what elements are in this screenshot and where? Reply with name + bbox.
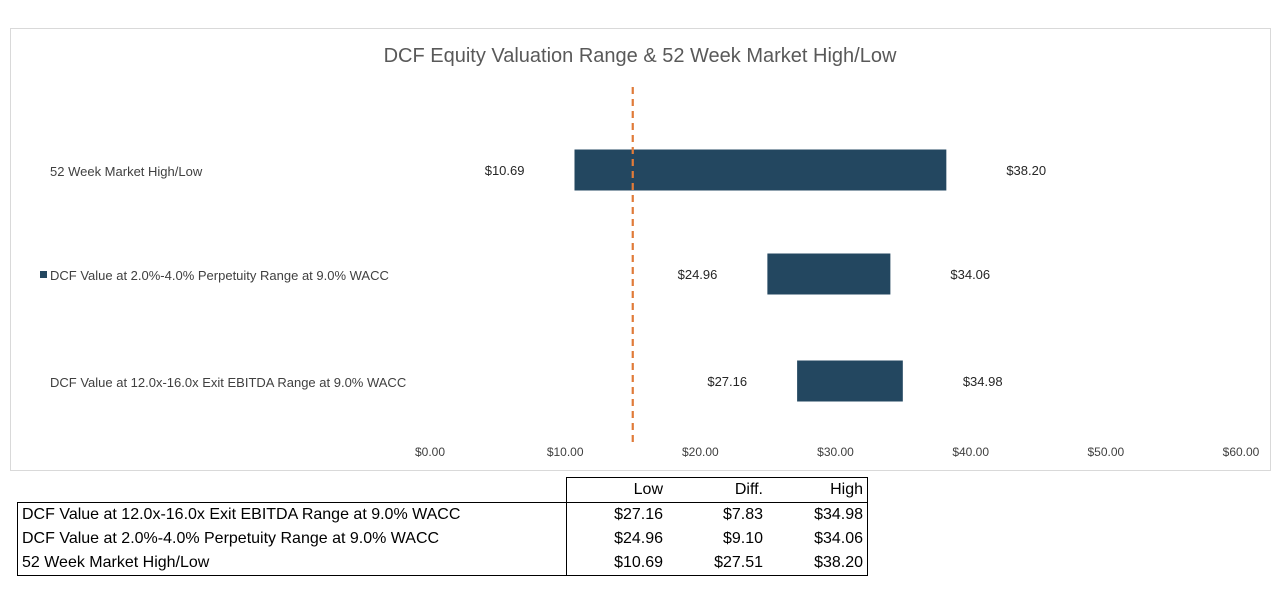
- table-cell: DCF Value at 2.0%-4.0% Perpetuity Range …: [17, 527, 567, 551]
- x-tick-label: $0.00: [415, 445, 445, 459]
- table-cell: $38.20: [767, 551, 868, 576]
- table-header-row: Low Diff. High: [18, 477, 868, 503]
- table-row: DCF Value at 2.0%-4.0% Perpetuity Range …: [17, 527, 868, 551]
- range-bar: [767, 253, 891, 295]
- table-cell: $7.83: [667, 502, 767, 527]
- table-cell: $34.06: [767, 527, 868, 551]
- range-bar: [797, 360, 903, 402]
- x-tick-label: $30.00: [817, 445, 854, 459]
- table-cell: $24.96: [566, 527, 667, 551]
- table-cell: DCF Value at 12.0x-16.0x Exit EBITDA Ran…: [17, 502, 567, 527]
- data-table: Low Diff. High DCF Value at 12.0x-16.0x …: [17, 477, 868, 576]
- table-cell: $27.51: [667, 551, 767, 576]
- x-tick-label: $10.00: [547, 445, 584, 459]
- table-header-cell: High: [767, 477, 868, 503]
- table-cell: $9.10: [722, 530, 763, 547]
- table-header-cell: Diff.: [667, 477, 767, 503]
- chart-area: DCF Equity Valuation Range & 52 Week Mar…: [10, 28, 1271, 471]
- chart-title: DCF Equity Valuation Range & 52 Week Mar…: [384, 45, 897, 67]
- x-tick-label: $40.00: [952, 445, 989, 459]
- table-cell: $10.69: [566, 551, 667, 576]
- table-header-cell: [18, 478, 567, 503]
- table-cell: 52 Week Market High/Low: [17, 551, 567, 576]
- category-label: DCF Value at 12.0x-16.0x Exit EBITDA Ran…: [50, 375, 406, 390]
- x-tick-label: $50.00: [1087, 445, 1124, 459]
- table-cell: $27.16: [566, 502, 667, 527]
- high-value-label: $34.98: [963, 374, 1003, 389]
- high-value-label: $38.20: [1006, 163, 1046, 178]
- table-row: DCF Value at 12.0x-16.0x Exit EBITDA Ran…: [17, 502, 868, 527]
- low-value-label: $10.69: [485, 163, 525, 178]
- chart-svg: DCF Equity Valuation Range & 52 Week Mar…: [40, 45, 1260, 459]
- category-label: DCF Value at 2.0%-4.0% Perpetuity Range …: [50, 268, 389, 283]
- series-marker: [40, 271, 47, 278]
- table-header-cell: Low: [566, 477, 667, 503]
- table-row: 52 Week Market High/Low $10.69 $27.51 $3…: [17, 551, 868, 576]
- low-value-label: $24.96: [678, 267, 718, 282]
- x-tick-label: $20.00: [682, 445, 719, 459]
- range-bar: [574, 149, 947, 191]
- x-tick-label: $60.00: [1223, 445, 1260, 459]
- low-value-label: $27.16: [707, 374, 747, 389]
- high-value-label: $34.06: [950, 267, 990, 282]
- category-label: 52 Week Market High/Low: [50, 164, 203, 179]
- table-cell: $34.98: [767, 502, 868, 527]
